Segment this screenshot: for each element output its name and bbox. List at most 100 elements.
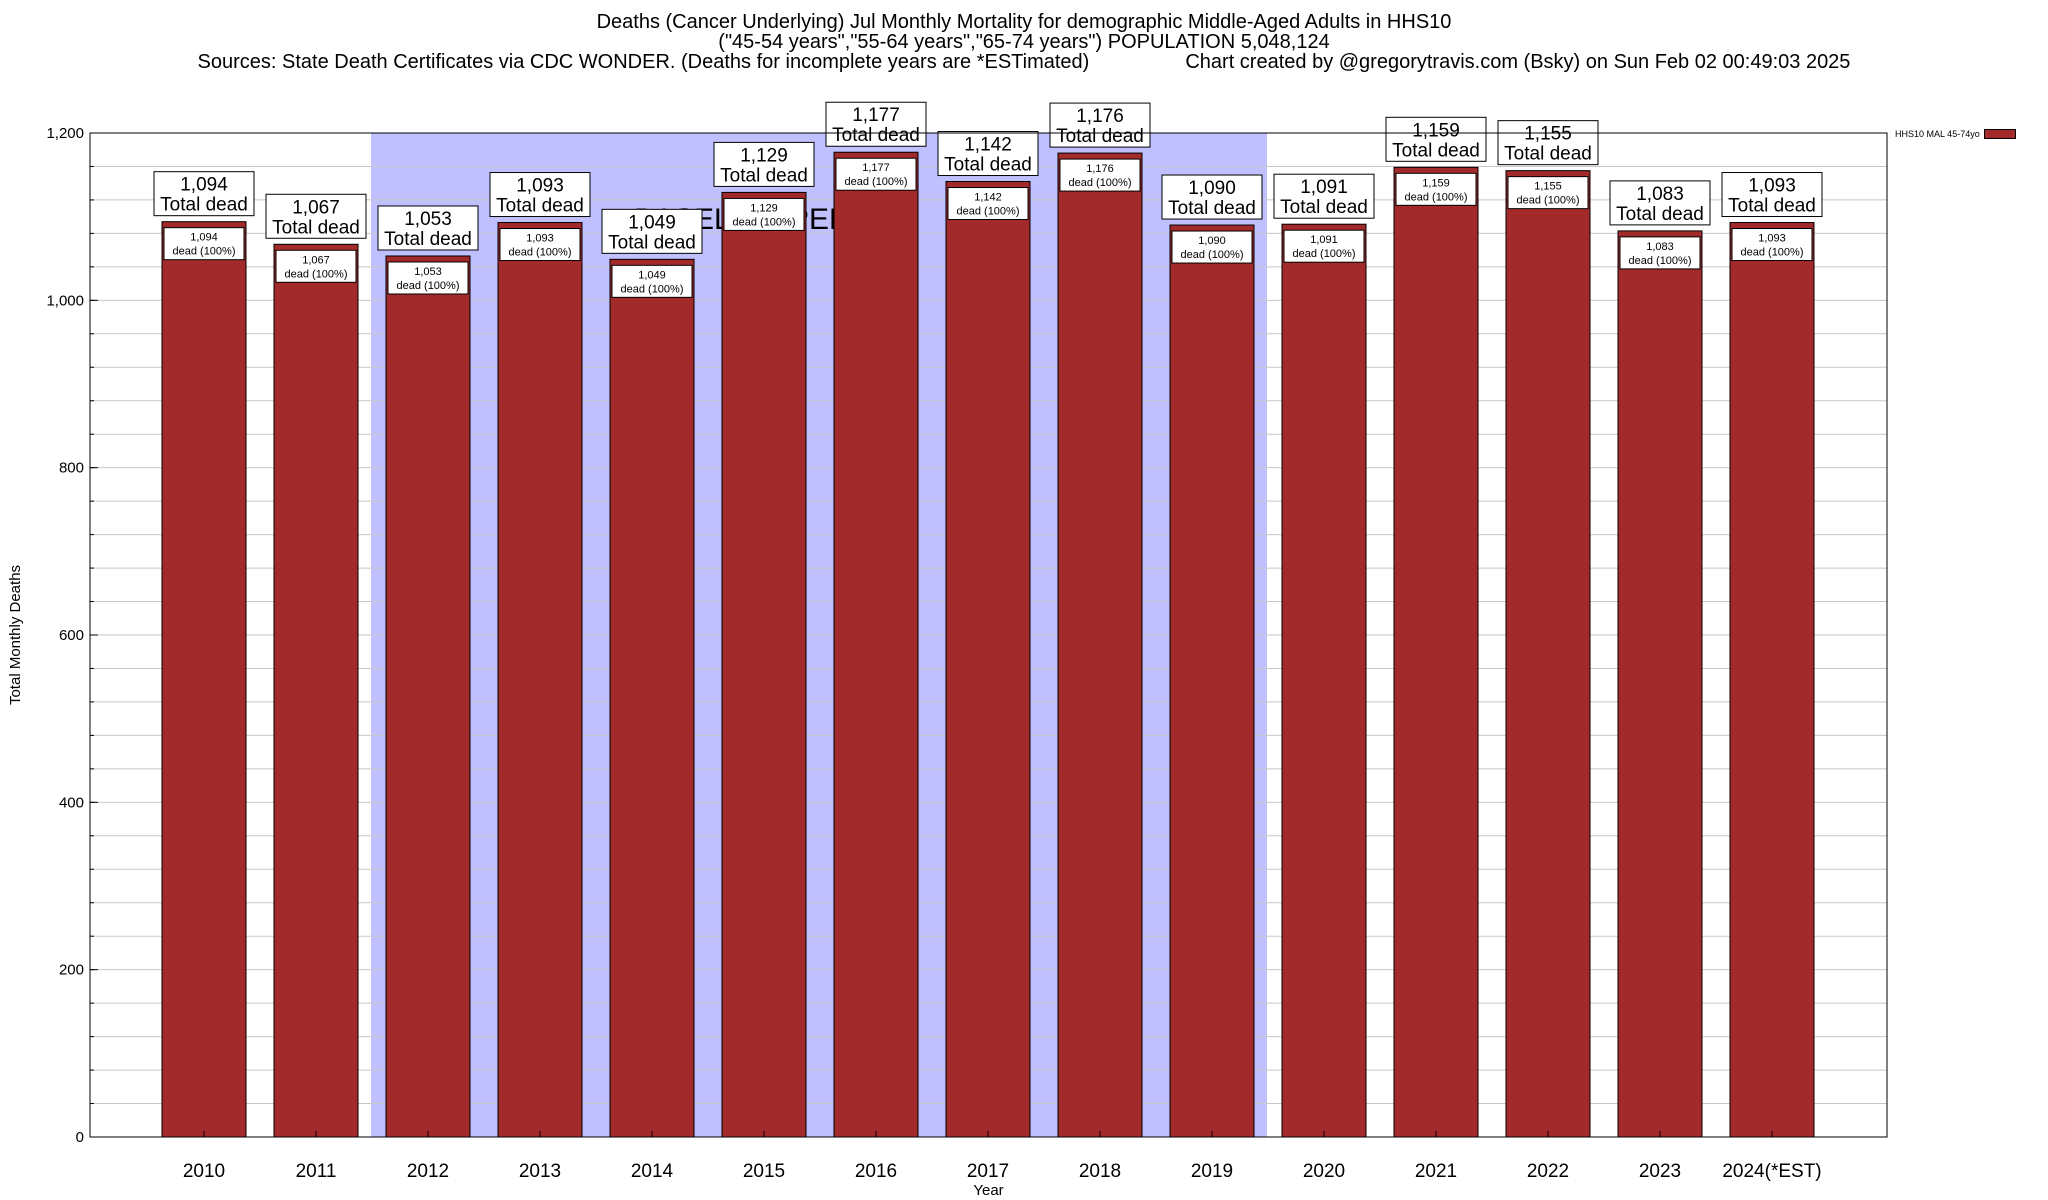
plot-border	[89, 132, 1888, 1138]
bar-inner-label-box	[1283, 229, 1365, 263]
x-tick-label: 2017	[967, 1161, 1009, 1182]
bar-top-suffix: Total dead	[1168, 198, 1256, 219]
bar-top-value: 1,176	[1076, 106, 1124, 127]
bar-inner-pct: dead (100%)	[285, 268, 348, 280]
y-tick-label: 200	[59, 962, 84, 979]
bar-inner-pct: dead (100%)	[845, 176, 908, 188]
bar-top-label-box	[265, 193, 367, 239]
bar-inner-value: 1,093	[1758, 233, 1786, 245]
bar	[273, 243, 359, 1138]
bar-top-suffix: Total dead	[384, 229, 472, 250]
x-tick-label: 2015	[743, 1161, 785, 1182]
bar	[1169, 224, 1255, 1138]
bar-inner-pct: dead (100%)	[1069, 177, 1132, 189]
bar-inner-pct: dead (100%)	[957, 206, 1020, 218]
x-tick-label: 2010	[183, 1161, 225, 1182]
y-tick-label: 400	[59, 794, 84, 811]
bar	[945, 181, 1031, 1138]
x-tick-label: 2022	[1527, 1161, 1569, 1182]
x-tick-label: 2019	[1191, 1161, 1233, 1182]
bar-inner-label-box	[1619, 236, 1701, 270]
bar-top-label-box	[1721, 172, 1823, 218]
bar	[385, 255, 471, 1138]
bar	[161, 221, 247, 1138]
title-line-2: ("45-54 years","55-64 years","65-74 year…	[718, 31, 1330, 53]
bar-top-suffix: Total dead	[1616, 204, 1704, 225]
x-axis-label: Year	[973, 1182, 1003, 1199]
bar-inner-label-box	[611, 264, 693, 298]
bar-top-suffix: Total dead	[608, 232, 696, 253]
bar-top-label-box	[1385, 116, 1487, 162]
bar	[1393, 166, 1479, 1138]
legend: HHS10 MAL 45-74yo	[1895, 129, 2016, 139]
sources-text: Sources: State Death Certificates via CD…	[197, 51, 1090, 73]
bar-inner-label-box	[387, 261, 469, 295]
bar-inner-pct: dead (100%)	[1405, 191, 1468, 203]
bar	[497, 222, 583, 1138]
bar-top-label-box	[1049, 102, 1151, 148]
bar-top-suffix: Total dead	[832, 125, 920, 146]
bar-inner-value: 1,159	[1422, 177, 1450, 189]
bar-inner-value: 1,129	[750, 202, 778, 214]
bar-inner-label-box	[1395, 172, 1477, 206]
bar-top-value: 1,129	[740, 145, 788, 166]
bar-inner-label-box	[275, 249, 357, 283]
bar-inner-pct: dead (100%)	[509, 247, 572, 259]
bar-inner-value: 1,177	[862, 162, 890, 174]
bar-inner-label-box	[163, 227, 245, 261]
bar-top-label-box	[1161, 174, 1263, 220]
bar-inner-value: 1,176	[1086, 163, 1114, 175]
bar	[609, 258, 695, 1138]
bar	[1057, 152, 1143, 1138]
bar-top-value: 1,053	[404, 209, 452, 230]
bar-top-label-box	[937, 131, 1039, 177]
bar-top-label-box	[377, 205, 479, 251]
bar-top-value: 1,067	[292, 197, 340, 218]
bar-inner-pct: dead (100%)	[621, 283, 684, 295]
bar	[1281, 223, 1367, 1138]
bar-inner-label-box	[1059, 158, 1141, 192]
bar-top-label-box	[713, 141, 815, 187]
bar-inner-value: 1,093	[526, 233, 554, 245]
bar-top-value: 1,094	[180, 175, 228, 196]
bar-top-label-box	[489, 172, 591, 218]
bar-inner-label-box	[1731, 228, 1813, 262]
bar-top-label-box	[153, 171, 255, 217]
bar-inner-pct: dead (100%)	[1517, 195, 1580, 207]
bar-inner-label-box	[1507, 176, 1589, 210]
bar-inner-value: 1,091	[1310, 234, 1338, 246]
legend-swatch	[1983, 129, 2016, 139]
bar-top-value: 1,159	[1412, 120, 1460, 141]
bar-top-value: 1,093	[1748, 176, 1796, 197]
bar-top-suffix: Total dead	[944, 155, 1032, 176]
x-tick-label: 2013	[519, 1161, 561, 1182]
y-tick-label: 0	[76, 1129, 84, 1146]
bar-top-label-box	[825, 101, 927, 147]
bar-inner-label-box	[1171, 230, 1253, 264]
bar-top-suffix: Total dead	[272, 217, 360, 238]
bar-inner-label-box	[723, 197, 805, 231]
bar-top-suffix: Total dead	[496, 196, 584, 217]
bar	[1729, 222, 1815, 1138]
bar-top-value: 1,155	[1524, 124, 1572, 145]
y-tick-label: 1,000	[46, 292, 84, 309]
x-tick-label: 2023	[1639, 1161, 1681, 1182]
y-tick-label: 800	[59, 460, 84, 477]
x-tick-label: 2016	[855, 1161, 897, 1182]
bar-inner-value: 1,090	[1198, 235, 1226, 247]
bar	[1505, 170, 1591, 1138]
bar-inner-pct: dead (100%)	[1741, 247, 1804, 259]
x-tick-label: 2021	[1415, 1161, 1457, 1182]
bar-inner-value: 1,053	[414, 266, 442, 278]
bar-top-label-box	[1609, 180, 1711, 226]
bar-inner-value: 1,142	[974, 192, 1002, 204]
bar-inner-label-box	[499, 228, 581, 262]
y-tick-label: 1,200	[46, 125, 84, 142]
bar-inner-pct: dead (100%)	[1293, 248, 1356, 260]
title-line-3: Sources: State Death Certificates via CD…	[0, 52, 2048, 72]
bar-top-suffix: Total dead	[1504, 144, 1592, 165]
y-tick-label: 600	[59, 627, 84, 644]
bar-top-value: 1,091	[1300, 177, 1348, 198]
chart-title: Deaths (Cancer Underlying) Jul Monthly M…	[0, 12, 2048, 72]
